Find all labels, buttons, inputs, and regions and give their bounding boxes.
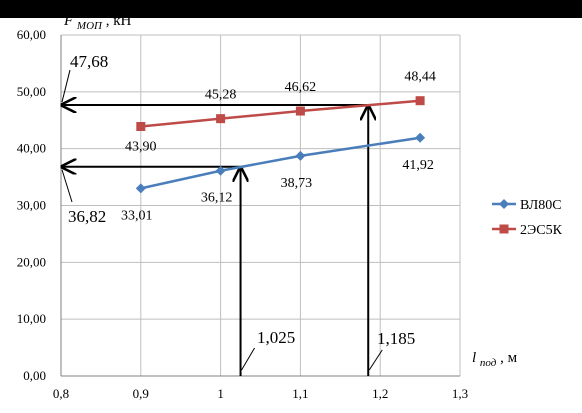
- legend-item-0: ВЛ80С: [492, 198, 562, 213]
- x-axis-title: l под , м: [472, 350, 518, 370]
- y-tick-label: 40,00: [17, 141, 46, 156]
- point-square: [216, 114, 226, 124]
- legend-label-0: ВЛ80С: [520, 198, 562, 213]
- x-tick-label: 0,9: [133, 386, 149, 401]
- x-axis-title-letter: l: [472, 350, 476, 366]
- y-axis-title: F МОП , кН: [63, 13, 132, 33]
- tick-labels: 0,00 10,00 20,00 30,00 40,00 50,00 60,00 0,8 0,9…: [17, 27, 468, 401]
- annotation-label: 1,025: [257, 328, 295, 347]
- data-label: 41,92: [402, 158, 434, 173]
- y-axis-title-letter: F: [63, 13, 74, 29]
- legend-marker-1: [499, 224, 509, 234]
- data-label: 38,73: [281, 176, 313, 191]
- annotation-arrows: 47,68 36,82 1,025 1,185: [62, 52, 415, 376]
- top-black-bar: [0, 0, 582, 18]
- data-label: 33,01: [121, 208, 153, 223]
- x-tick-label: 1,1: [292, 386, 308, 401]
- leader-line-2: [61, 169, 73, 203]
- data-label: 46,62: [285, 80, 317, 95]
- leader-line-1: [61, 69, 71, 103]
- data-label: 43,90: [125, 140, 157, 155]
- grid-lines: [60, 34, 461, 377]
- x-tick-label: 0,8: [53, 386, 69, 401]
- data-series: [135, 96, 426, 194]
- point-diamond: [135, 183, 146, 194]
- y-tick-label: 60,00: [17, 27, 46, 42]
- leader-line-3: [241, 347, 255, 371]
- point-diamond: [295, 150, 306, 161]
- y-axis-title-unit: , кН: [106, 13, 132, 29]
- y-tick-label: 30,00: [17, 198, 46, 213]
- series-line-1: [140, 99, 421, 128]
- y-tick-label: 50,00: [17, 84, 46, 99]
- x-tick-label: 1,3: [452, 386, 468, 401]
- y-tick-label: 10,00: [17, 311, 46, 326]
- data-label: 45,28: [205, 88, 237, 103]
- annotation-label: 47,68: [70, 52, 108, 71]
- point-square: [295, 106, 305, 116]
- legend-label-1: 2ЭС5К: [520, 223, 563, 238]
- annotation-label: 36,82: [68, 207, 106, 226]
- y-axis-title-subscript: МОП: [76, 20, 103, 32]
- annotation-label: 1,185: [377, 329, 415, 348]
- point-square: [136, 122, 146, 132]
- data-labels: 33,01 36,12 38,73 41,92 43,90 45,28 46,62 48,44: [121, 70, 436, 224]
- point-diamond: [215, 165, 226, 176]
- series-line-0: [140, 136, 421, 190]
- data-label: 36,12: [201, 191, 233, 206]
- x-tick-label: 1,2: [372, 386, 388, 401]
- y-tick-label: 20,00: [17, 254, 46, 269]
- point-diamond: [415, 132, 426, 143]
- axes: [60, 35, 460, 377]
- leader-line-4: [368, 349, 383, 371]
- point-square: [415, 96, 425, 106]
- y-tick-label: 0,00: [23, 368, 46, 383]
- legend: ВЛ80С 2ЭС5К: [492, 198, 563, 238]
- x-tick-label: 1: [217, 386, 224, 401]
- legend-item-1: 2ЭС5К: [492, 223, 563, 238]
- data-label: 48,44: [404, 70, 436, 85]
- x-axis-title-subscript: под: [480, 357, 497, 369]
- legend-marker-0: [499, 199, 509, 209]
- x-axis-title-unit: , м: [500, 350, 518, 366]
